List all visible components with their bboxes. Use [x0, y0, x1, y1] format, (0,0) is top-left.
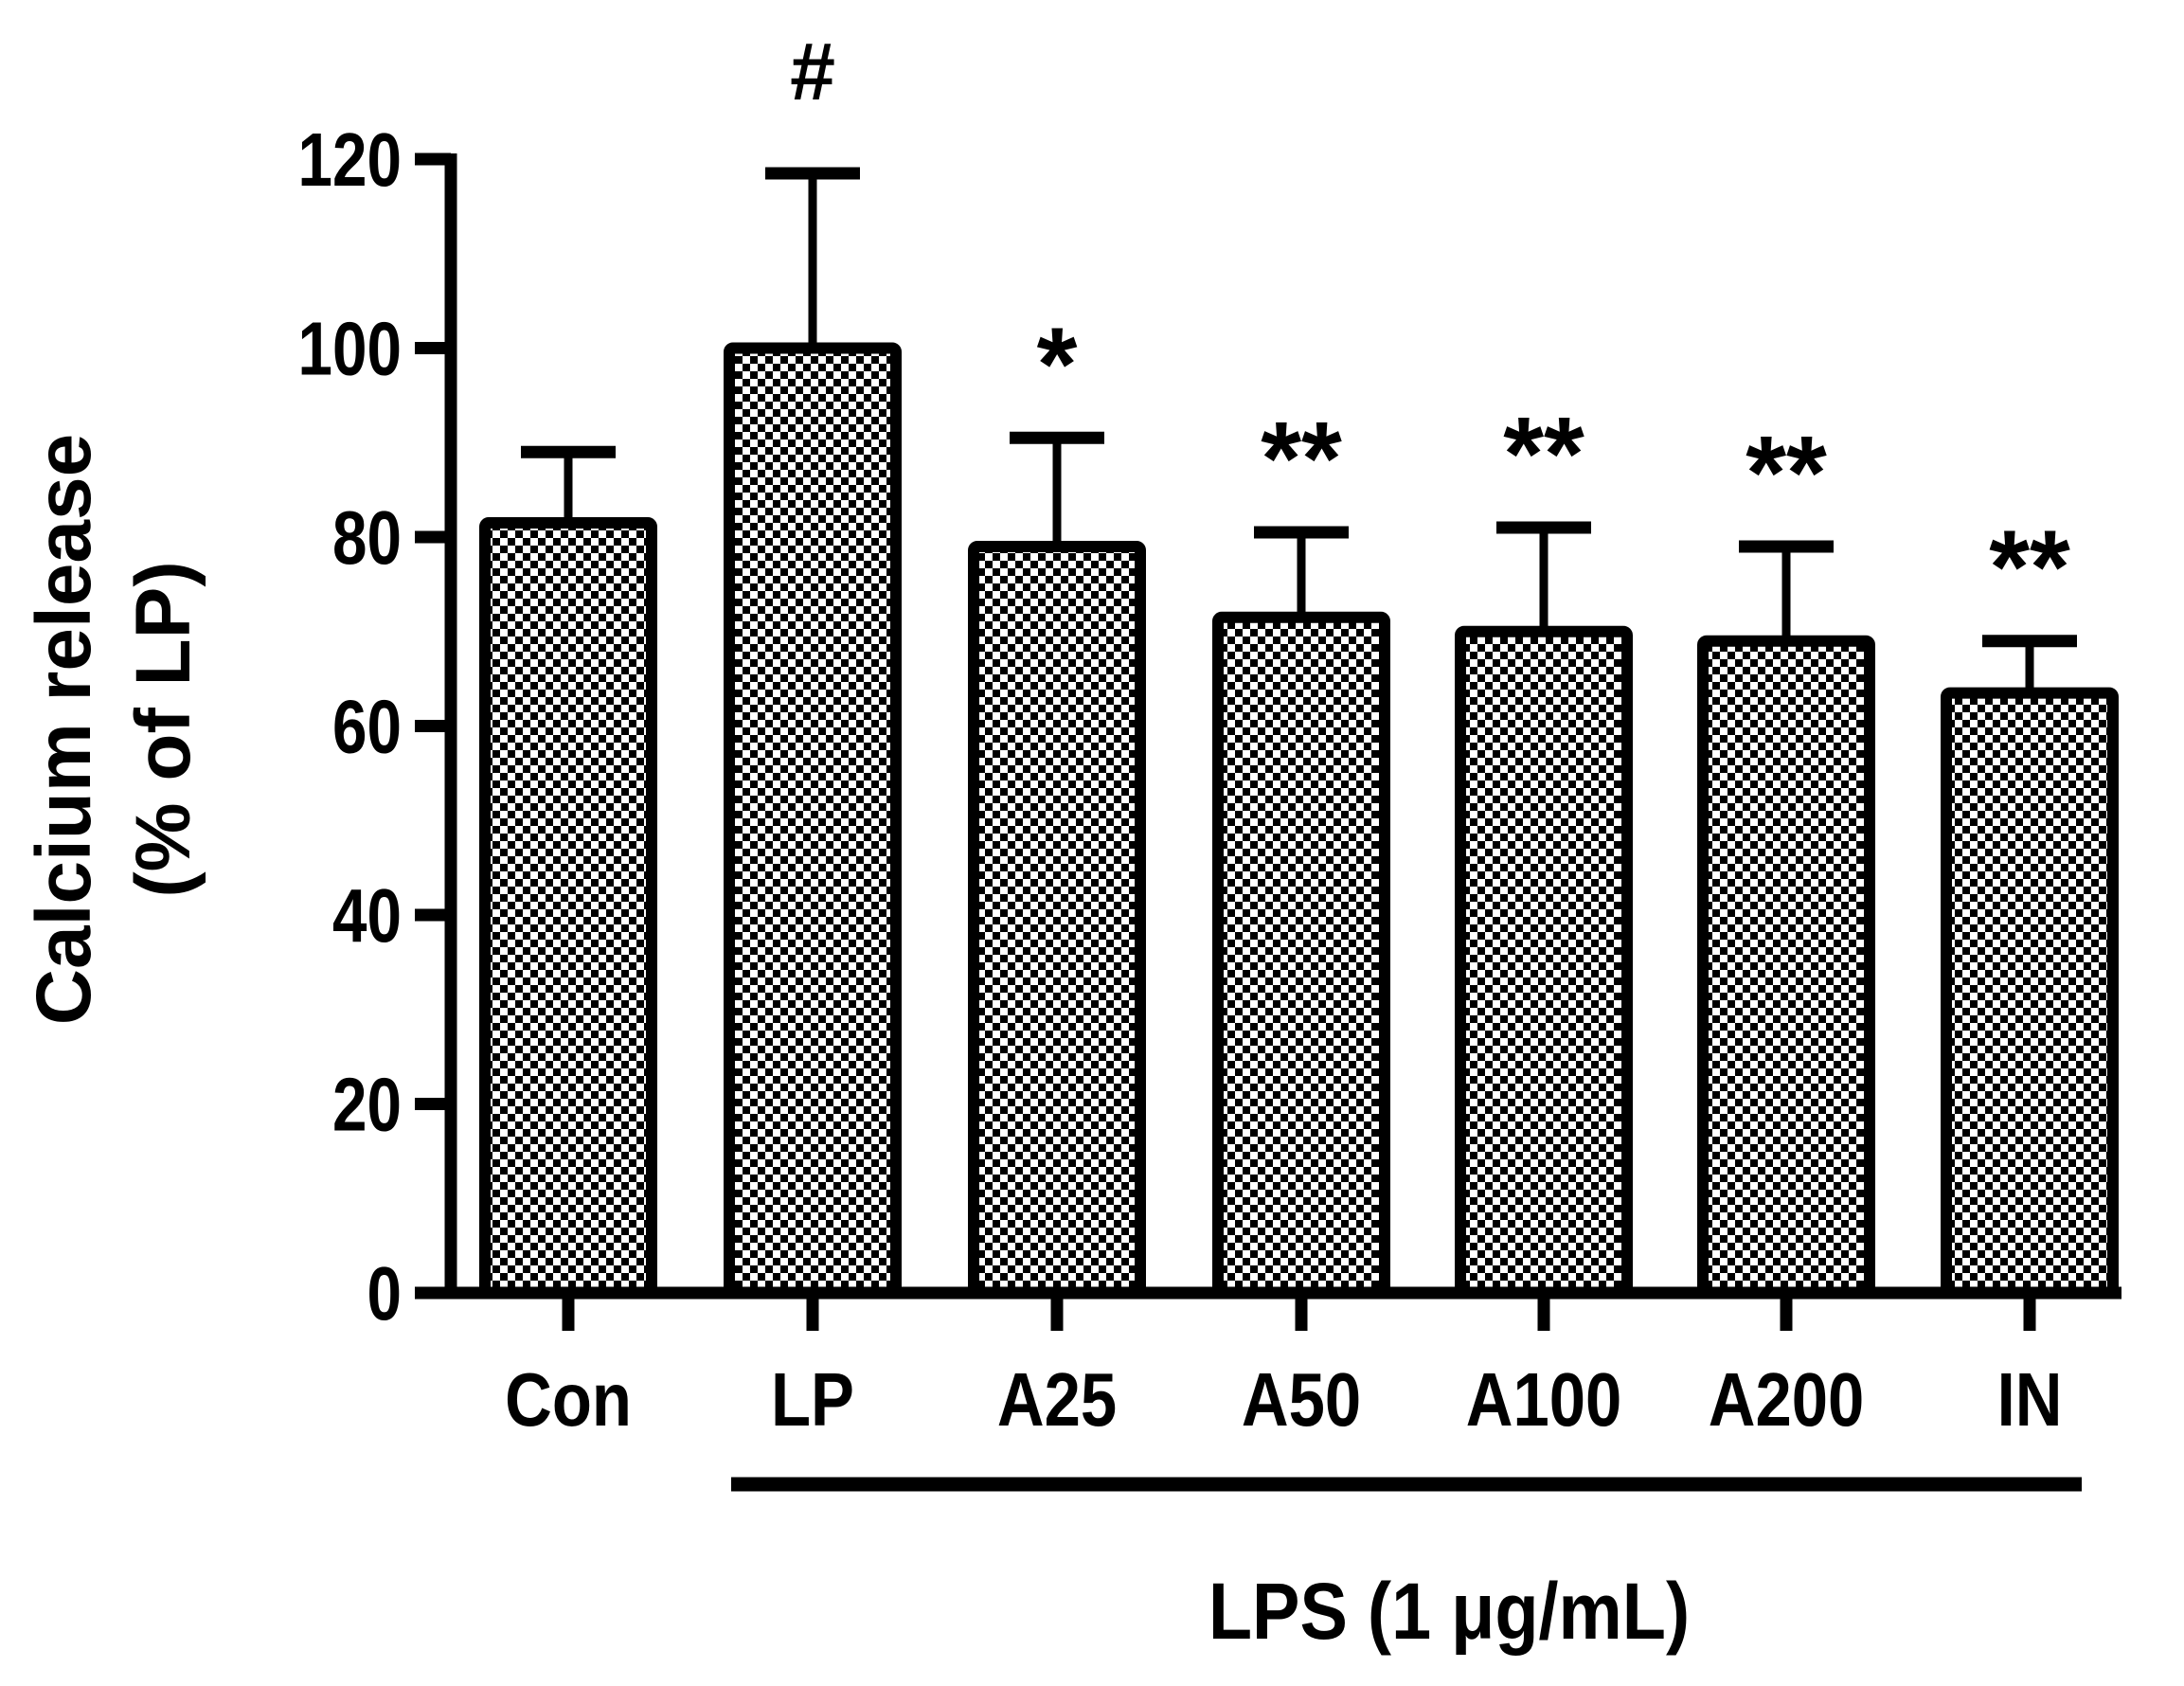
x-axis-label: LPS (1 μg/mL) — [1208, 1567, 1690, 1656]
y-tick-label: 120 — [298, 117, 402, 203]
bar-a100: ** — [1455, 396, 1633, 1299]
y-tick-label: 100 — [298, 306, 402, 391]
x-tick-label: A100 — [1466, 1356, 1621, 1442]
x-tick-label: A50 — [1242, 1356, 1361, 1442]
significance-marker: # — [790, 27, 835, 117]
significance-marker: ** — [1745, 415, 1827, 531]
x-axis: Con LP A25 A50 A100 A200 IN — [445, 1286, 2121, 1442]
y-label-line1: Calcium release — [21, 434, 107, 1026]
bar-a25: * — [968, 306, 1146, 1299]
x-tick-label: Con — [505, 1356, 632, 1442]
x-tick-label: A25 — [997, 1356, 1117, 1442]
y-tick-label: 40 — [332, 873, 402, 959]
x-tick-label: A200 — [1709, 1356, 1864, 1442]
bar-in: ** — [1941, 510, 2119, 1299]
lps-bracket: LPS (1 μg/mL) — [731, 1477, 2082, 1656]
significance-marker: * — [1037, 306, 1078, 422]
y-axis-label: Calcium release (% of LP) — [21, 434, 206, 1026]
y-axis: 0 20 40 60 80 100 120 — [298, 117, 457, 1336]
y-tick-label: 20 — [332, 1062, 402, 1147]
bars: #*** ** **** — [479, 27, 2119, 1299]
significance-marker: ** — [1503, 396, 1584, 512]
significance-marker: ** — [1989, 510, 2070, 626]
bar-a200: ** — [1697, 415, 1875, 1299]
bar-con — [479, 445, 657, 1299]
x-tick-label: IN — [1997, 1356, 2063, 1442]
y-tick-label: 80 — [332, 495, 402, 581]
bar-lp: # — [724, 27, 902, 1299]
y-tick-label: 0 — [367, 1251, 402, 1336]
y-tick-label: 60 — [332, 684, 402, 769]
y-label-line2: (% of LP) — [120, 561, 206, 897]
x-tick-label: LP — [771, 1356, 854, 1442]
significance-marker: ** — [1261, 401, 1342, 517]
bar-a50: ** — [1212, 401, 1390, 1299]
